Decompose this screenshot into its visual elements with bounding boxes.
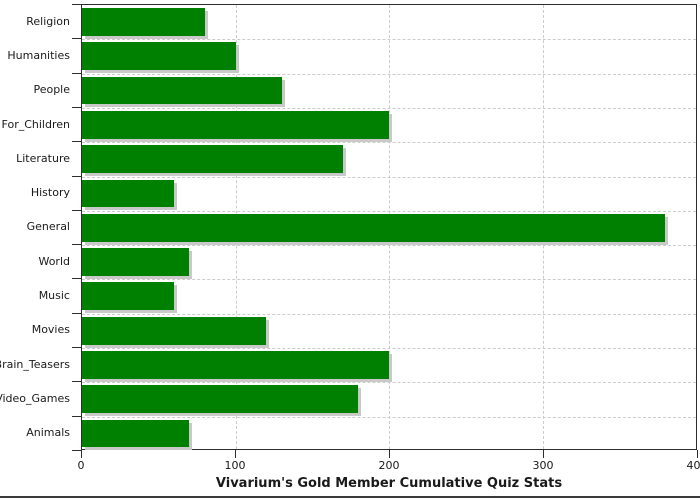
y-axis-tick bbox=[72, 244, 81, 246]
y-axis-tick bbox=[72, 347, 81, 349]
bar-music bbox=[82, 282, 175, 311]
y-axis-label: For_Children bbox=[1, 117, 70, 131]
y-axis-tick bbox=[72, 106, 81, 108]
bottom-border-line bbox=[0, 496, 700, 498]
y-axis-tick bbox=[72, 209, 81, 211]
y-axis-tick bbox=[72, 415, 81, 417]
horizontal-gridline bbox=[82, 382, 696, 384]
y-axis-label: Music bbox=[38, 289, 70, 303]
horizontal-gridline bbox=[82, 107, 696, 109]
horizontal-gridline bbox=[82, 176, 696, 178]
bar-religion bbox=[82, 8, 205, 36]
bar-animals bbox=[82, 419, 190, 448]
bar-movies bbox=[82, 316, 267, 345]
y-axis-tick bbox=[72, 175, 81, 177]
x-axis-tick-label: 400 bbox=[686, 459, 700, 472]
bar-video_games bbox=[82, 385, 359, 414]
x-axis-tick-label: 100 bbox=[224, 459, 246, 472]
y-axis-tick bbox=[72, 38, 81, 40]
bar-humanities bbox=[82, 42, 236, 71]
y-axis-label: Movies bbox=[31, 323, 70, 337]
bar-brain_teasers bbox=[82, 351, 389, 379]
x-axis-tick-label: 300 bbox=[532, 459, 554, 472]
bar-for_children bbox=[82, 110, 389, 139]
x-axis-tick-label: 200 bbox=[378, 459, 400, 472]
chart-title: Vivarium's Gold Member Cumulative Quiz S… bbox=[215, 476, 563, 491]
horizontal-gridline bbox=[82, 210, 696, 212]
horizontal-gridline bbox=[82, 39, 696, 41]
y-axis-label: Animals bbox=[26, 426, 70, 440]
horizontal-gridline bbox=[82, 142, 696, 144]
bar-world bbox=[82, 248, 190, 276]
horizontal-gridline bbox=[82, 348, 696, 350]
x-axis-tick-label: 0 bbox=[77, 459, 85, 472]
y-axis-label: Video_Games bbox=[0, 392, 70, 406]
y-axis-label: History bbox=[30, 186, 70, 200]
horizontal-gridline bbox=[82, 416, 696, 418]
y-axis-labels: Religion Humanities People For_Children Lite… bbox=[0, 4, 70, 450]
x-axis-tick bbox=[697, 450, 698, 458]
y-axis-label: Literature bbox=[16, 151, 70, 165]
horizontal-gridline bbox=[82, 73, 696, 75]
y-axis-tick bbox=[72, 312, 81, 314]
y-axis-tick bbox=[72, 72, 81, 74]
y-axis-label: General bbox=[26, 220, 70, 234]
y-axis-tick bbox=[72, 4, 81, 5]
horizontal-gridline bbox=[82, 313, 696, 315]
horizontal-gridline bbox=[82, 245, 696, 247]
bar-literature bbox=[82, 145, 343, 174]
y-axis-label: People bbox=[33, 83, 70, 97]
y-axis-tick bbox=[72, 141, 81, 143]
bar-history bbox=[82, 179, 175, 208]
horizontal-gridline bbox=[82, 279, 696, 281]
x-axis-tick bbox=[81, 450, 82, 458]
x-axis-tick bbox=[235, 450, 236, 458]
y-axis-label: Brain_Teasers bbox=[0, 357, 70, 371]
x-axis-tick bbox=[389, 450, 390, 458]
y-axis-tick bbox=[72, 381, 81, 383]
bar-people bbox=[82, 76, 282, 105]
y-axis-label: Religion bbox=[26, 14, 70, 28]
y-axis-tick bbox=[72, 450, 81, 451]
x-axis-tick bbox=[543, 450, 544, 458]
plot-area bbox=[81, 4, 697, 450]
bar-general bbox=[82, 213, 666, 242]
y-axis-tick bbox=[72, 278, 81, 280]
y-axis-label: World bbox=[38, 254, 70, 268]
y-axis-label: Humanities bbox=[7, 48, 70, 62]
